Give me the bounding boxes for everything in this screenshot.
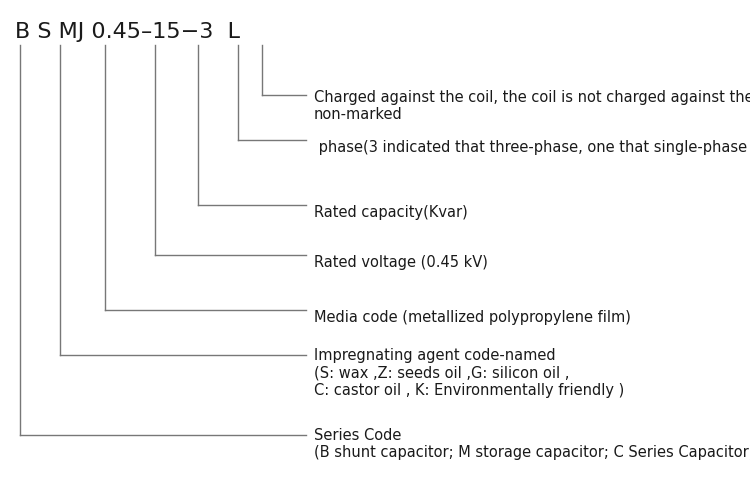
Text: B S MJ 0.45–15−3  L: B S MJ 0.45–15−3 L (15, 22, 240, 42)
Text: Rated voltage (0.45 kV): Rated voltage (0.45 kV) (314, 255, 488, 270)
Text: Series Code
(B shunt capacitor; M storage capacitor; C Series Capacitor): Series Code (B shunt capacitor; M storag… (314, 428, 750, 460)
Text: Charged against the coil, the coil is not charged against the
non-marked: Charged against the coil, the coil is no… (314, 90, 750, 122)
Text: phase(3 indicated that three-phase, one that single-phase: phase(3 indicated that three-phase, one … (314, 140, 747, 155)
Text: Impregnating agent code-named
(S: wax ,Z: seeds oil ,G: silicon oil ,
C: castor : Impregnating agent code-named (S: wax ,Z… (314, 348, 624, 398)
Text: Media code (metallized polypropylene film): Media code (metallized polypropylene fil… (314, 310, 631, 325)
Text: Rated capacity(Kvar): Rated capacity(Kvar) (314, 205, 468, 220)
